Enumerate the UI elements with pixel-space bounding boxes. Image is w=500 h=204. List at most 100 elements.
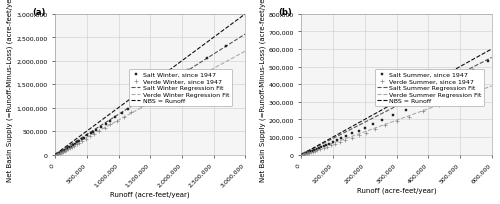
Verde Winter, since 1947	[75, 141, 83, 144]
Verde Summer, since 1947	[307, 151, 315, 154]
Verde Summer, since 1947	[348, 136, 356, 140]
Verde Winter, since 1947	[158, 92, 166, 96]
Salt Winter, since 1947	[64, 147, 72, 150]
Verde Winter, since 1947	[60, 150, 68, 154]
Salt Winter, since 1947	[86, 132, 94, 135]
Salt Winter, since 1947	[55, 152, 63, 155]
Verde Winter, since 1947	[96, 130, 104, 133]
Verde Summer, since 1947	[308, 150, 316, 153]
Y-axis label: Net Basin Supply (=Runoff-Minus-Loss) (acre-feet/year): Net Basin Supply (=Runoff-Minus-Loss) (a…	[7, 0, 14, 181]
Salt Summer, since 1947	[304, 151, 312, 154]
Salt Winter, since 1947	[84, 134, 92, 137]
Salt Summer, since 1947	[304, 151, 312, 154]
Verde Summer, since 1947	[299, 153, 307, 156]
Verde Summer, since 1947	[362, 131, 370, 134]
Verde Winter, since 1947	[57, 152, 65, 155]
Verde Winter, since 1947	[170, 85, 178, 88]
Verde Winter, since 1947	[127, 111, 135, 114]
Salt Winter, since 1947	[56, 151, 64, 154]
Verde Summer, since 1947	[331, 142, 339, 146]
X-axis label: Runoff (acre-feet/year): Runoff (acre-feet/year)	[110, 191, 190, 197]
Salt Winter, since 1947	[58, 151, 66, 154]
Verde Summer, since 1947	[420, 110, 428, 113]
Verde Summer, since 1947	[371, 128, 379, 131]
Salt Summer, since 1947	[299, 153, 307, 156]
Salt Summer, since 1947	[308, 149, 316, 153]
Salt Winter, since 1947	[57, 151, 65, 154]
Verde Winter, since 1947	[62, 149, 70, 152]
Salt Winter, since 1947	[60, 149, 68, 152]
Text: (a): (a)	[32, 8, 46, 17]
Verde Winter, since 1947	[112, 120, 120, 123]
Verde Winter, since 1947	[106, 123, 114, 126]
Salt Winter, since 1947	[80, 136, 88, 140]
Salt Winter, since 1947	[124, 108, 132, 111]
X-axis label: Runoff (acre-feet/year): Runoff (acre-feet/year)	[356, 186, 436, 193]
Text: (b): (b)	[278, 8, 292, 17]
Verde Winter, since 1947	[120, 115, 128, 119]
Salt Summer, since 1947	[302, 152, 310, 155]
Verde Summer, since 1947	[474, 89, 482, 92]
Salt Winter, since 1947	[184, 69, 192, 72]
Salt Winter, since 1947	[60, 150, 68, 153]
Salt Summer, since 1947	[303, 151, 311, 155]
Verde Summer, since 1947	[302, 152, 310, 155]
Verde Summer, since 1947	[304, 152, 312, 155]
Verde Summer, since 1947	[382, 124, 390, 128]
Verde Summer, since 1947	[300, 153, 308, 156]
Salt Winter, since 1947	[62, 149, 70, 152]
Verde Summer, since 1947	[453, 98, 461, 101]
Verde Winter, since 1947	[54, 152, 62, 156]
Verde Summer, since 1947	[341, 139, 349, 142]
Verde Summer, since 1947	[320, 146, 328, 150]
Salt Summer, since 1947	[348, 132, 356, 135]
Salt Winter, since 1947	[54, 152, 62, 155]
Salt Summer, since 1947	[311, 148, 319, 152]
Salt Winter, since 1947	[60, 149, 68, 153]
Salt Summer, since 1947	[317, 146, 325, 149]
Verde Summer, since 1947	[326, 144, 334, 147]
Verde Winter, since 1947	[60, 150, 68, 153]
Salt Summer, since 1947	[354, 129, 362, 133]
Salt Winter, since 1947	[53, 153, 61, 156]
Salt Summer, since 1947	[315, 147, 323, 150]
Salt Winter, since 1947	[134, 102, 141, 105]
Salt Summer, since 1947	[306, 151, 314, 154]
Salt Winter, since 1947	[72, 141, 80, 144]
Salt Summer, since 1947	[320, 145, 328, 148]
Salt Summer, since 1947	[302, 152, 310, 155]
Salt Summer, since 1947	[378, 119, 386, 122]
Verde Summer, since 1947	[302, 152, 310, 156]
Salt Winter, since 1947	[146, 93, 154, 97]
Salt Winter, since 1947	[106, 120, 114, 123]
Verde Winter, since 1947	[184, 76, 192, 79]
Salt Summer, since 1947	[402, 109, 410, 112]
Verde Winter, since 1947	[82, 137, 90, 141]
Y-axis label: Net Basin Supply (=Runoff-Minus-Loss) (acre-feet/year): Net Basin Supply (=Runoff-Minus-Loss) (a…	[259, 0, 266, 181]
Salt Summer, since 1947	[361, 126, 369, 130]
Verde Winter, since 1947	[90, 132, 98, 136]
Verde Winter, since 1947	[64, 148, 72, 151]
Verde Winter, since 1947	[100, 126, 108, 130]
Salt Summer, since 1947	[369, 123, 377, 126]
Verde Summer, since 1947	[405, 115, 413, 119]
Verde Winter, since 1947	[70, 144, 78, 147]
Verde Summer, since 1947	[306, 151, 314, 154]
Verde Summer, since 1947	[323, 145, 331, 149]
Salt Winter, since 1947	[69, 144, 77, 147]
Salt Winter, since 1947	[112, 116, 120, 120]
Salt Summer, since 1947	[310, 149, 318, 152]
Salt Winter, since 1947	[71, 142, 79, 146]
Salt Summer, since 1947	[329, 141, 337, 144]
Salt Winter, since 1947	[65, 146, 73, 149]
Verde Summer, since 1947	[392, 120, 400, 123]
Verde Summer, since 1947	[311, 150, 319, 153]
Verde Winter, since 1947	[58, 151, 66, 154]
Verde Winter, since 1947	[72, 143, 80, 146]
Salt Winter, since 1947	[58, 150, 66, 153]
Verde Winter, since 1947	[86, 135, 94, 138]
Verde Winter, since 1947	[56, 152, 64, 155]
Verde Summer, since 1947	[316, 147, 324, 151]
Salt Winter, since 1947	[78, 138, 86, 141]
Salt Summer, since 1947	[300, 152, 308, 155]
